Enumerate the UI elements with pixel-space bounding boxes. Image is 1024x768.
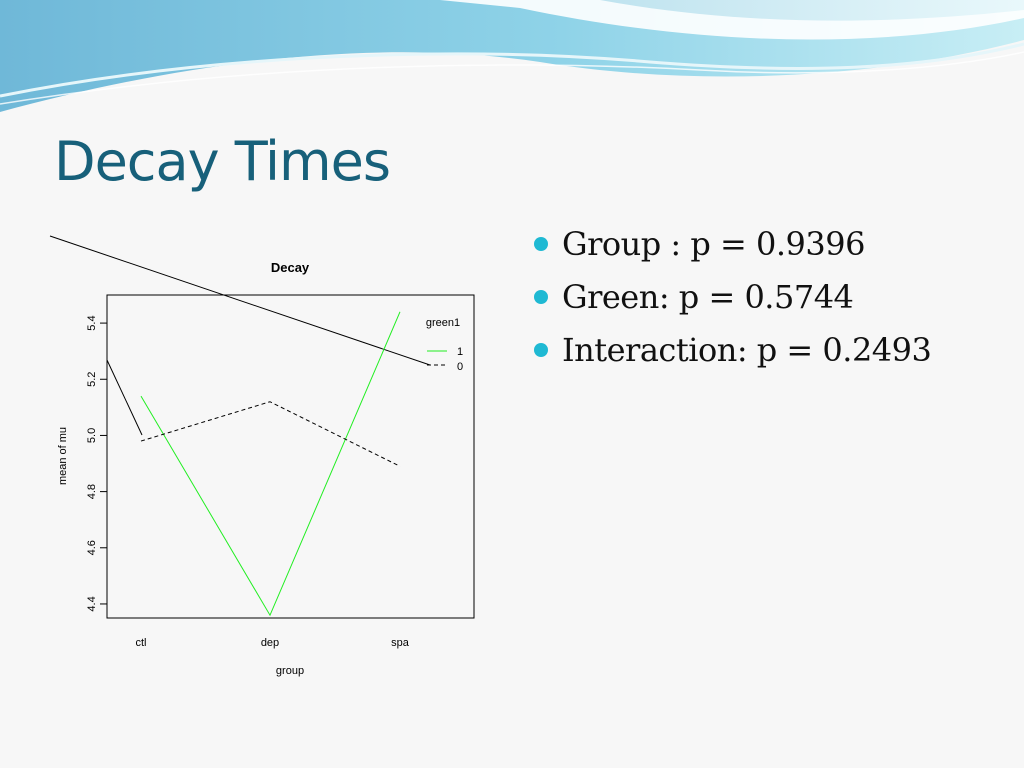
series-line-1 [140, 311, 401, 617]
legend-entry-1: 1 [457, 346, 463, 358]
y-tick-label: 4.4 [86, 596, 98, 611]
y-tick-label: 4.6 [86, 540, 98, 555]
series-line-0 [140, 401, 401, 467]
x-tick-label: ctl [136, 637, 147, 649]
bullet-dot-icon [534, 237, 548, 251]
bullet-text: Interaction: p = 0.2493 [562, 331, 932, 369]
y-axis: 4.4 4.6 4.8 5.0 5.2 5.4 [86, 315, 108, 612]
x-tick-label: dep [261, 637, 279, 649]
y-axis-label: mean of mu [57, 427, 69, 485]
decorative-corner-line [106, 359, 143, 436]
legend-title: green1 [426, 317, 460, 329]
y-tick-label: 4.8 [86, 484, 98, 499]
x-axis: ctl dep spa [136, 637, 410, 649]
chart-title: Decay [271, 260, 310, 275]
y-tick-label: 5.4 [86, 315, 98, 330]
x-tick-label: spa [391, 637, 410, 649]
decorative-diagonal-line [49, 235, 431, 366]
bullet-green: Green: p = 0.5744 [534, 275, 931, 328]
slide-title: Decay Times [54, 130, 391, 193]
header-wave-decoration [0, 0, 1024, 112]
legend: green1 1 0 [426, 317, 463, 373]
legend-entry-0: 0 [457, 361, 463, 373]
bullet-interaction: Interaction: p = 0.2493 [534, 328, 932, 381]
x-axis-label: group [276, 665, 304, 677]
y-tick-label: 5.0 [86, 428, 98, 443]
bullet-text: Group : p = 0.9396 [562, 225, 865, 263]
bullet-dot-icon [534, 343, 548, 357]
bullet-list: Group : p = 0.9396 Green: p = 0.5744 Int… [534, 222, 932, 381]
y-tick-label: 5.2 [86, 372, 98, 387]
bullet-text: Green: p = 0.5744 [562, 278, 854, 316]
plot-frame [106, 294, 475, 619]
bullet-dot-icon [534, 290, 548, 304]
series-layer [140, 311, 401, 617]
bullet-group: Group : p = 0.9396 [534, 222, 931, 275]
